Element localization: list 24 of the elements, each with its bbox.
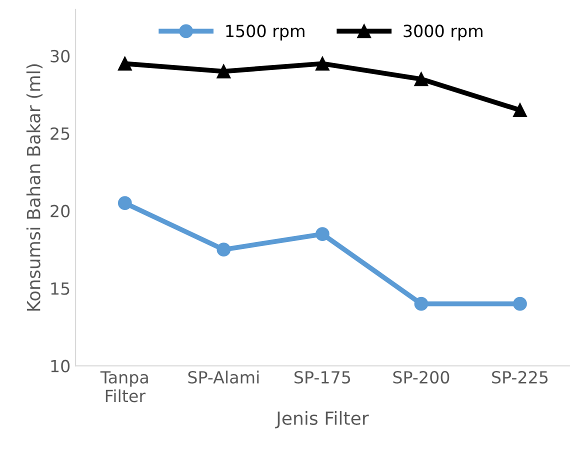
point (118, 56, 132, 71)
point (513, 296, 527, 311)
x-tick-label: SP-200 (393, 370, 450, 384)
y-tick-label: 30 (50, 50, 70, 62)
point (216, 64, 231, 78)
point (513, 103, 527, 118)
x-tick-label: Tanpa Filter (100, 371, 148, 402)
legend-label: 1500 rpm (226, 24, 304, 41)
y-tick-label: 25 (50, 127, 70, 140)
y-tick-label: 15 (51, 282, 70, 295)
x-tick-label: SP-175 (294, 370, 350, 384)
y-tick-label: 20 (50, 204, 70, 218)
point (316, 56, 330, 71)
point (216, 242, 231, 257)
legend-label: 3000 rpm (404, 24, 482, 41)
x-tick-label: SP-Alami (188, 370, 259, 384)
point (414, 296, 428, 311)
y-tick-label: 10 (51, 360, 70, 372)
y-axis-title: Konsumsi Bahan Bakar (ml) (26, 64, 43, 311)
point (316, 227, 330, 242)
x-tick-label: SP-225 (492, 370, 548, 384)
x-axis-title: Jenis Filter (275, 411, 369, 428)
point (118, 196, 132, 210)
point (414, 72, 428, 86)
